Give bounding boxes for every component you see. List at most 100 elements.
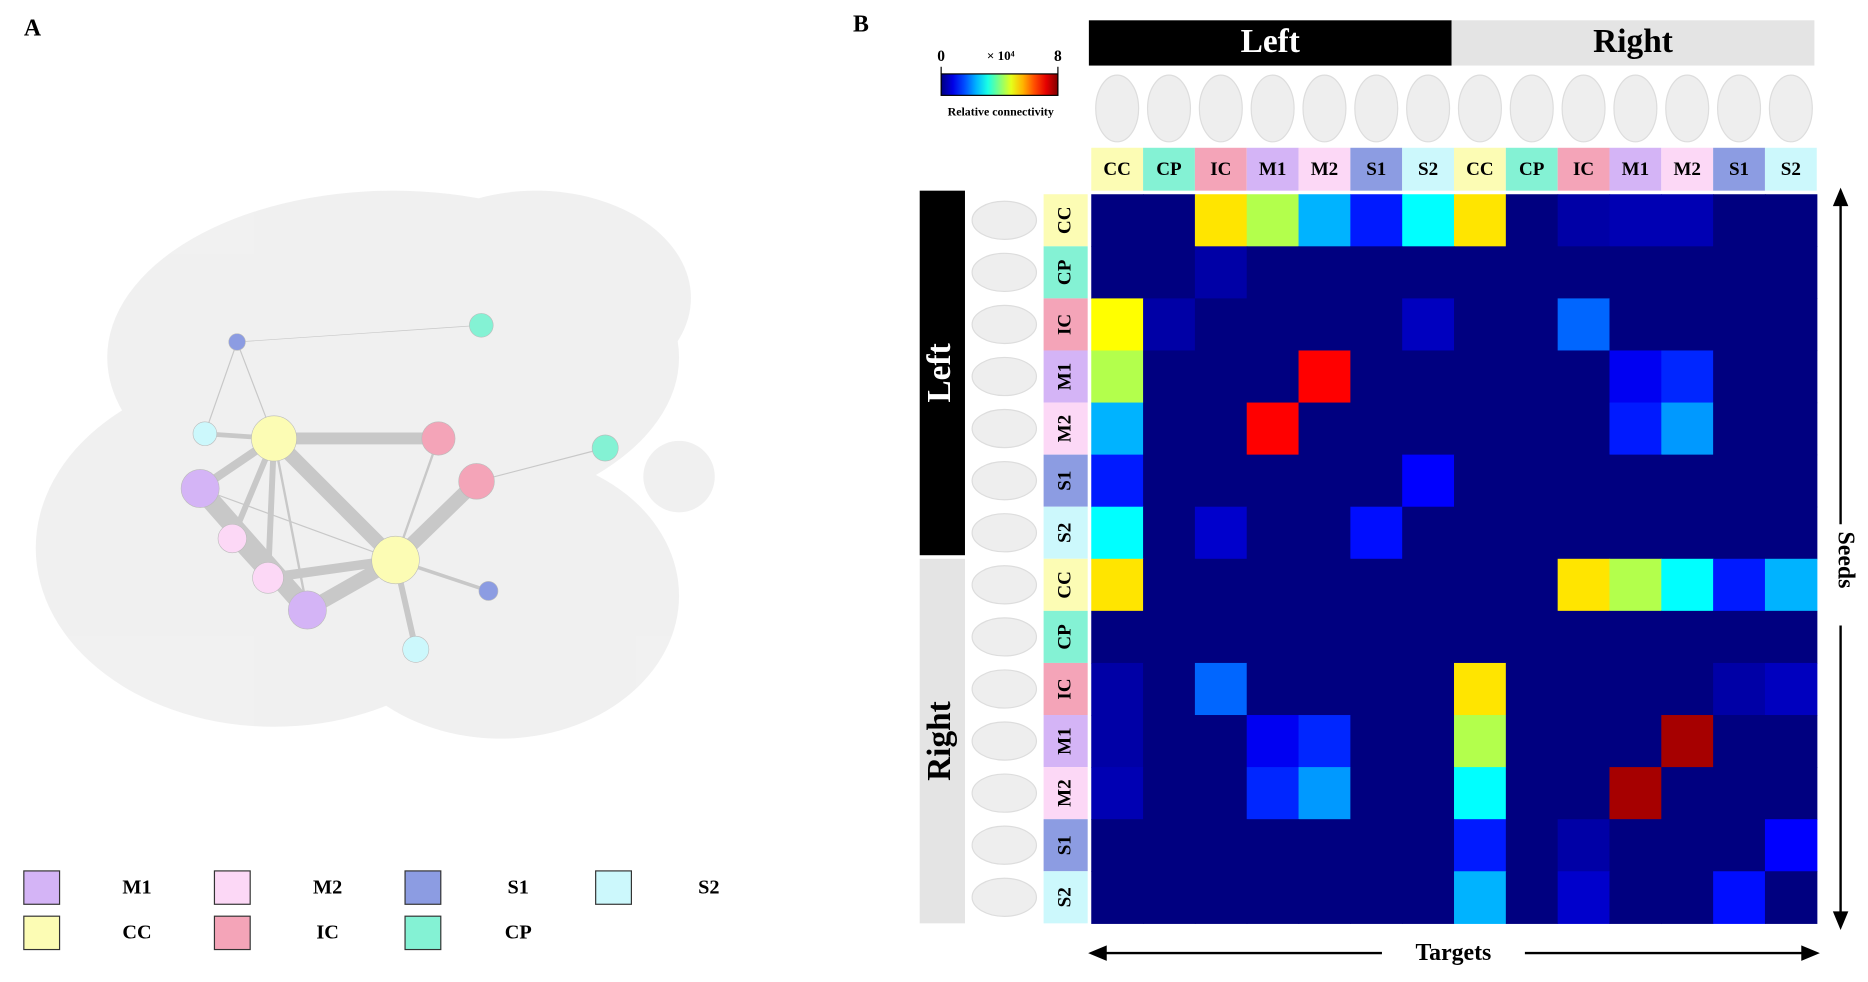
- brain-thumbnail: [1302, 74, 1347, 143]
- heatmap-cell: [1713, 506, 1766, 560]
- heatmap-cell: [1143, 246, 1196, 299]
- column-header: [1298, 147, 1351, 191]
- heatmap-cell: [1402, 402, 1455, 456]
- heatmap-cell: [1194, 662, 1248, 716]
- legend-label: M1: [122, 876, 151, 898]
- heatmap-cell: [1350, 506, 1403, 560]
- heatmap-cell: [1609, 402, 1662, 456]
- heatmap-cell: [1143, 454, 1196, 508]
- heatmap-cell: [1713, 715, 1766, 768]
- heatmap-cell: [1298, 871, 1351, 924]
- heatmap-cell: [1194, 454, 1248, 508]
- heatmap-cell: [1298, 819, 1351, 872]
- heatmap-cell: [1350, 350, 1403, 404]
- row-header: [1043, 506, 1088, 559]
- heatmap-cell: [1505, 246, 1559, 299]
- heatmap-cell: [1194, 506, 1248, 560]
- network-node: [228, 333, 246, 351]
- heatmap-cell: [1661, 246, 1714, 299]
- heatmap-cell: [1713, 819, 1766, 872]
- network-node: [217, 523, 247, 554]
- column-header: [1143, 147, 1195, 191]
- brain-thumbnail: [1561, 74, 1606, 143]
- legend-swatch: [595, 870, 632, 905]
- brain-thumbnail: [1146, 74, 1192, 143]
- heatmap-cell: [1557, 402, 1611, 456]
- network-edge: [272, 437, 309, 612]
- heatmap-cell: [1764, 715, 1818, 768]
- heatmap-cell: [1194, 298, 1248, 352]
- colorbar-label-box: Relative connectivity: [948, 106, 1054, 119]
- column-label: CP: [1519, 159, 1545, 180]
- heatmap-cell: [1194, 350, 1248, 404]
- heatmap-cell: [1143, 506, 1196, 560]
- heatmap-cell: [1402, 558, 1455, 612]
- heatmap-cell: [1661, 662, 1714, 716]
- network-node: [371, 535, 420, 585]
- heatmap-cell: [1143, 610, 1196, 664]
- heatmap-cell: [1505, 662, 1559, 716]
- heatmap-cell: [1091, 194, 1144, 247]
- heatmap-cell: [1505, 871, 1559, 924]
- column-header: [1661, 147, 1714, 191]
- heatmap-cell: [1557, 506, 1611, 560]
- heatmap-cell: [1454, 194, 1507, 247]
- y-axis-label: Seeds: [1833, 532, 1859, 589]
- brain-thumbnail: [1716, 74, 1762, 143]
- heatmap-cell: [1661, 767, 1714, 820]
- column-label: IC: [1573, 159, 1594, 180]
- heatmap-cell: [1298, 506, 1351, 560]
- heatmap-cell: [1143, 402, 1196, 456]
- row-header: [1043, 767, 1088, 820]
- heatmap-cell: [1454, 610, 1507, 664]
- heatmap-cell: [1454, 819, 1507, 872]
- brain-thumbnail: [971, 408, 1038, 449]
- heatmap-cell: [1609, 298, 1662, 352]
- heatmap-cell: [1298, 298, 1351, 352]
- heatmap-cell: [1402, 767, 1455, 820]
- heatmap-cell: [1764, 558, 1818, 612]
- heatmap-cell: [1402, 298, 1455, 352]
- row-label: S1: [1055, 835, 1076, 855]
- heatmap-cell: [1350, 298, 1403, 352]
- heatmap-cell: [1454, 871, 1507, 924]
- heatmap-cell: [1143, 662, 1196, 716]
- network-node: [180, 469, 220, 508]
- heatmap-cell: [1091, 402, 1144, 456]
- heatmap-cell: [1505, 767, 1559, 820]
- heatmap-cell: [1402, 350, 1455, 404]
- heatmap-cell: [1609, 246, 1662, 299]
- heatmap-cell: [1246, 402, 1300, 456]
- heatmap-cell: [1661, 454, 1714, 508]
- brain-thumbnail: [971, 513, 1038, 553]
- column-header: [1091, 147, 1144, 191]
- column-label: M2: [1673, 159, 1701, 180]
- heatmap-cell: [1505, 558, 1559, 612]
- legend-label: S1: [508, 876, 529, 898]
- heatmap-cell: [1764, 298, 1818, 352]
- network-edge: [199, 487, 397, 561]
- heatmap-cell: [1402, 610, 1455, 664]
- heatmap-cell: [1402, 454, 1455, 508]
- column-label: CP: [1156, 159, 1182, 180]
- heatmap-cell: [1661, 715, 1714, 768]
- heatmap-cell: [1713, 298, 1766, 352]
- brain-thumbnail: [971, 773, 1038, 813]
- brain-thumbnail: [1509, 74, 1554, 143]
- column-header: [1454, 147, 1506, 191]
- network-node: [251, 415, 297, 462]
- column-header: [1402, 147, 1455, 191]
- row-label: M2: [1055, 415, 1076, 443]
- heatmap-cell: [1350, 454, 1403, 508]
- heatmap-cell: [1402, 506, 1455, 560]
- column-label: M1: [1622, 159, 1650, 180]
- brain-thumbnail: [1250, 74, 1295, 143]
- legend-label: M2: [313, 876, 342, 898]
- column-header: [1246, 147, 1299, 191]
- heatmap-cell: [1143, 715, 1196, 768]
- heatmap-cell: [1454, 506, 1507, 560]
- row-header: [1043, 194, 1088, 247]
- colorbar: [940, 73, 1059, 96]
- heatmap-cell: [1143, 194, 1196, 247]
- column-label: S1: [1366, 159, 1386, 180]
